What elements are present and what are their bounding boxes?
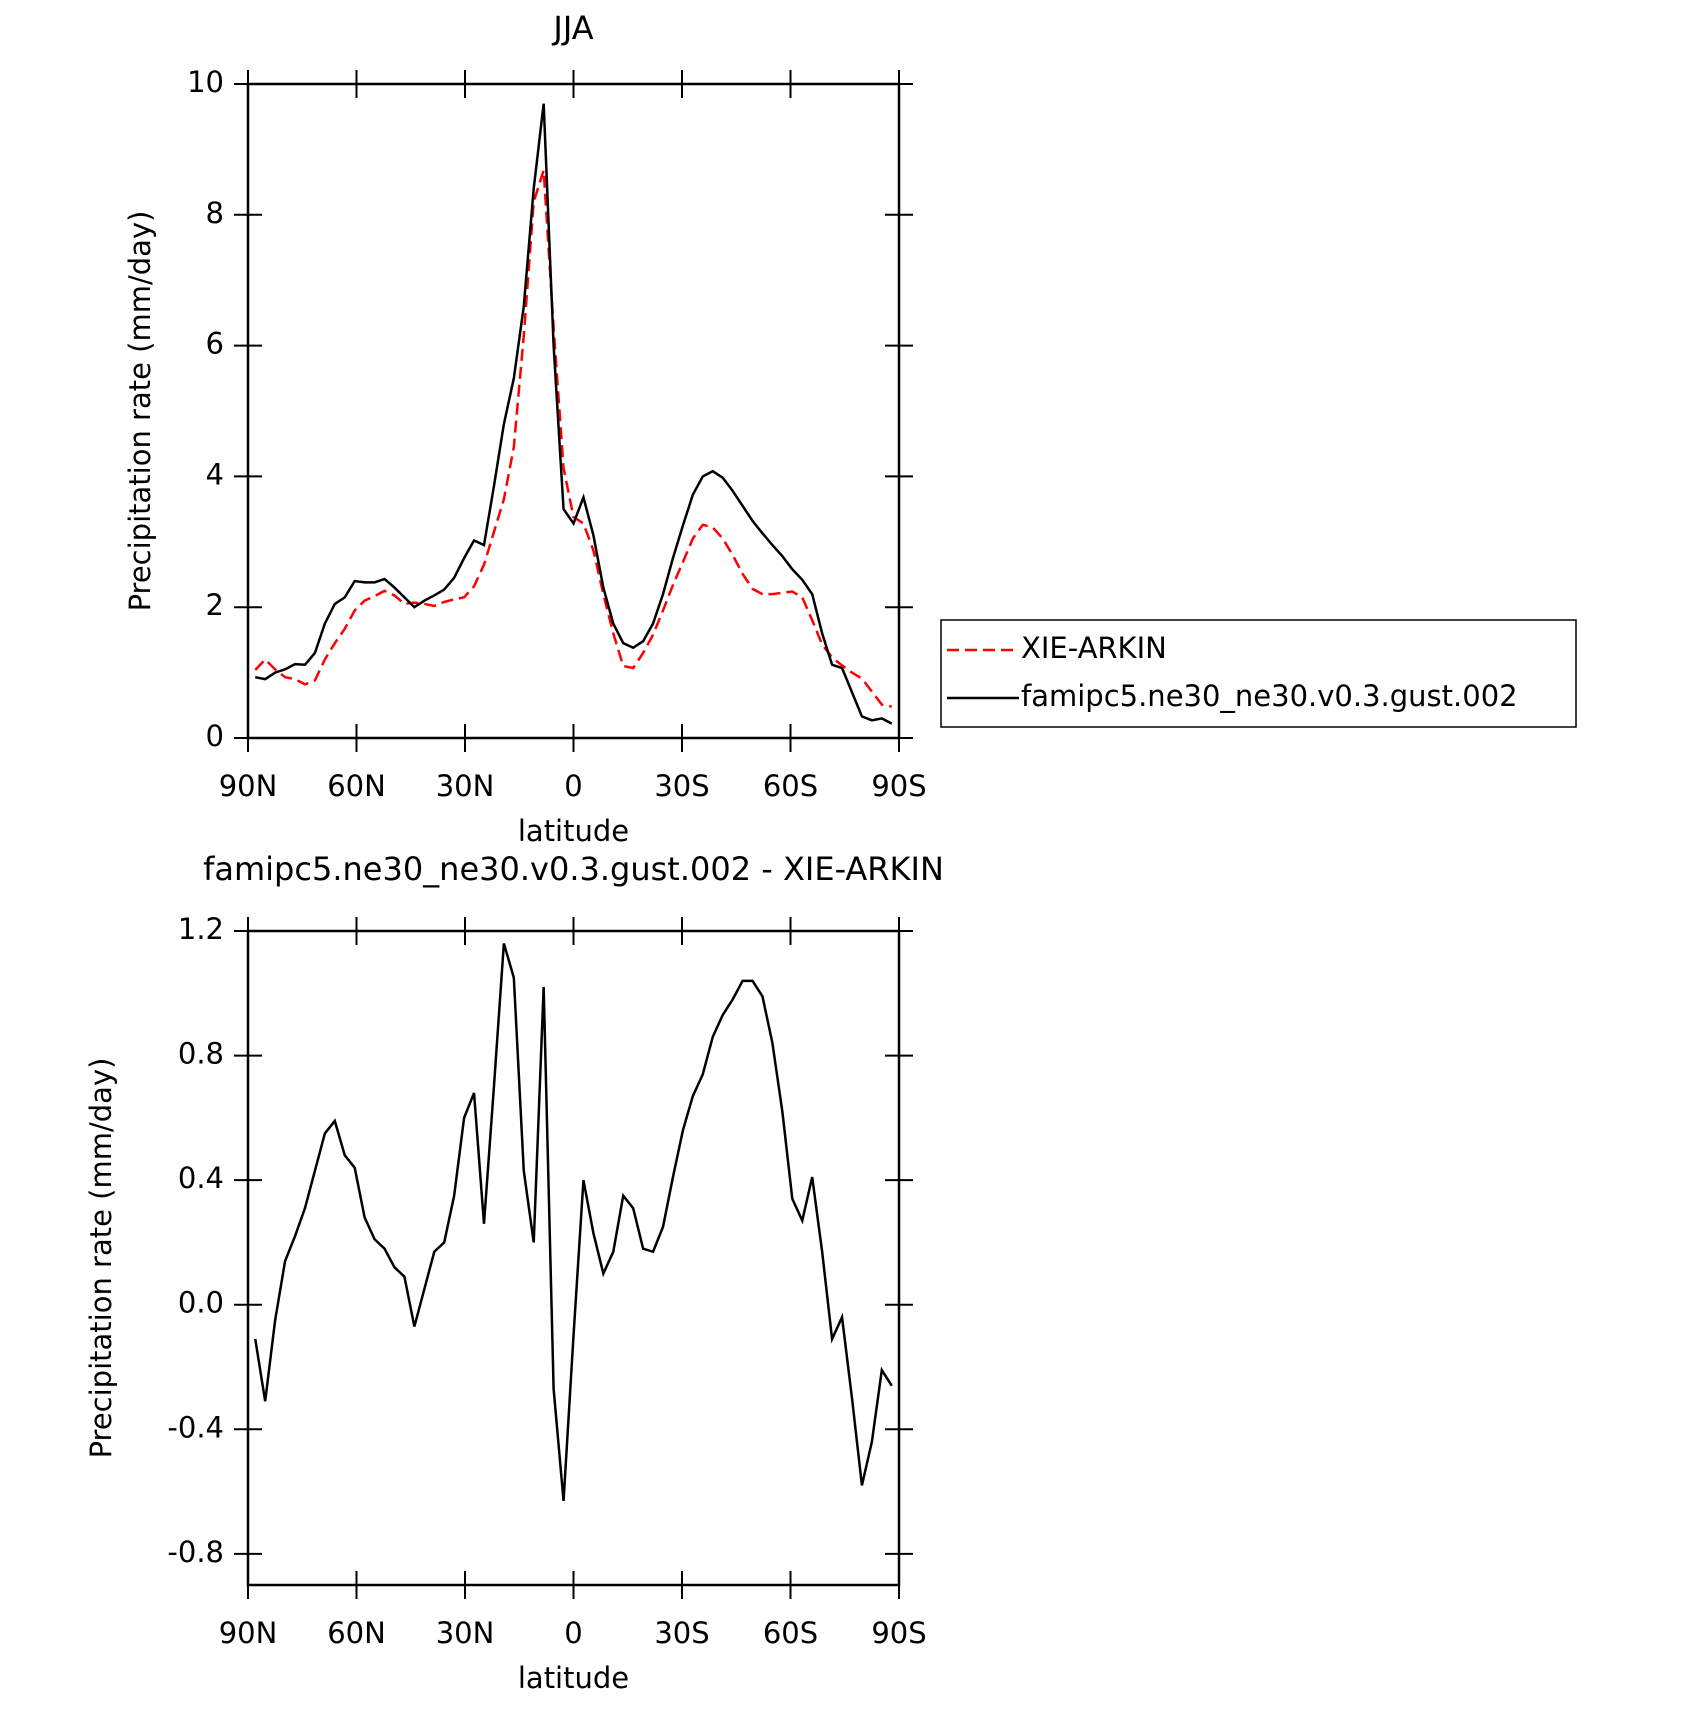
y-tick-label: 0.0: [178, 1286, 224, 1320]
chart-title: JJA: [551, 9, 593, 47]
y-tick-label: -0.8: [167, 1535, 224, 1569]
x-tick-label: 30N: [436, 1616, 495, 1650]
y-tick-label: 0.8: [178, 1037, 224, 1071]
legend-box: [940, 619, 1577, 728]
plot-frame: [246, 929, 901, 1587]
x-tick-label: 0: [564, 1616, 582, 1650]
x-axis-label: latitude: [518, 1661, 629, 1695]
y-tick-label: 0.4: [178, 1161, 224, 1195]
y-tick-label: 10: [187, 65, 224, 99]
y-tick-label: -0.4: [167, 1410, 224, 1444]
x-axis-label: latitude: [518, 814, 629, 848]
y-tick-label: 2: [206, 588, 224, 622]
y-tick-label: 8: [206, 196, 224, 230]
y-tick-label: 1.2: [178, 912, 224, 946]
x-tick-label: 60N: [327, 1616, 386, 1650]
x-tick-label: 30S: [654, 1616, 709, 1650]
y-tick-label: 4: [206, 457, 224, 491]
x-tick-label: 30S: [654, 769, 709, 803]
y-axis-label: Precipitation rate (mm/day): [123, 211, 157, 612]
data-line: [254, 103, 893, 725]
data-line: [253, 943, 893, 1502]
x-tick-label: 60N: [327, 769, 386, 803]
y-axis-label: Precipitation rate (mm/day): [84, 1058, 118, 1459]
x-tick-label: 60S: [763, 769, 818, 803]
x-tick-label: 90N: [219, 769, 278, 803]
x-tick-label: 90S: [871, 1616, 926, 1650]
y-tick-label: 0: [206, 719, 224, 753]
y-tick-label: 6: [206, 327, 224, 361]
x-tick-label: 30N: [436, 769, 495, 803]
legend-label: XIE-ARKIN: [1021, 631, 1167, 665]
x-tick-label: 0: [564, 769, 582, 803]
x-tick-label: 90N: [219, 1616, 278, 1650]
data-line: [254, 169, 893, 708]
chart-title: famipc5.ne30_ne30.v0.3.gust.002 - XIE-AR…: [203, 850, 944, 888]
x-tick-label: 60S: [763, 1616, 818, 1650]
plot-frame: [246, 82, 901, 740]
x-tick-label: 90S: [871, 769, 926, 803]
legend-label: famipc5.ne30_ne30.v0.3.gust.002: [1021, 679, 1518, 713]
